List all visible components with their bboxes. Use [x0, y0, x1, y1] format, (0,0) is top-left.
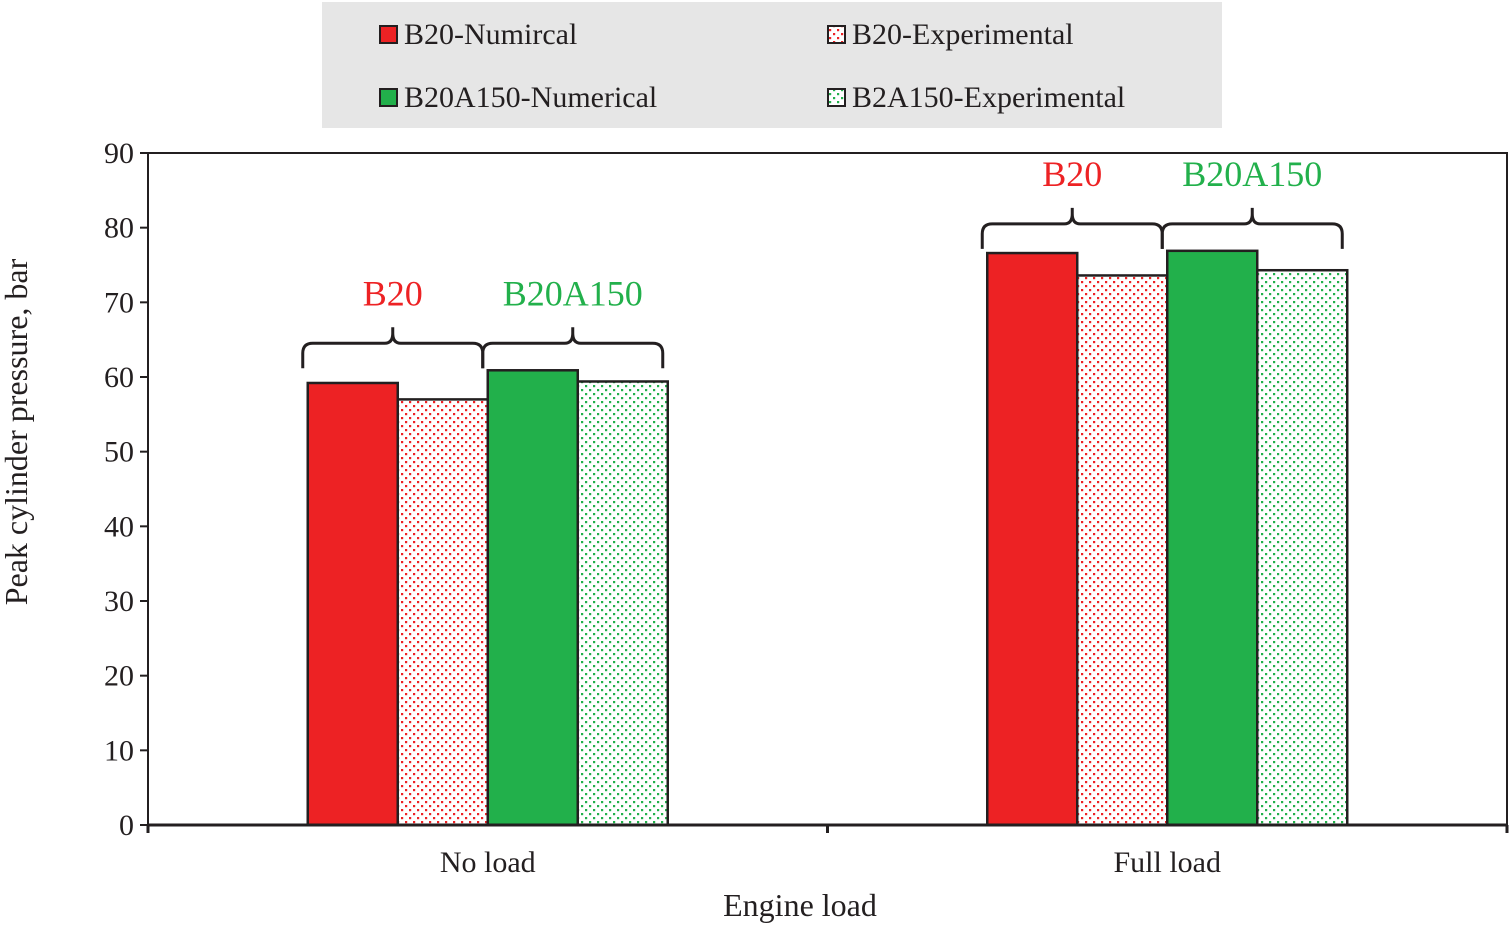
- legend: B20-Numircal B20-Experimental B20A150-Nu…: [322, 2, 1222, 128]
- bars-layer: [306, 249, 1349, 827]
- y-tick-label: 10: [104, 734, 134, 767]
- legend-label-b20a150-numerical: B20A150-Numerical: [404, 81, 657, 114]
- brace-b20-full-load: [980, 207, 1164, 249]
- brace-b20a150-no-load: [481, 327, 665, 369]
- y-tick-label: 0: [119, 809, 134, 842]
- bar-b20-numircal-no-load: [306, 381, 399, 827]
- y-tick-label: 20: [104, 660, 134, 693]
- annotation-b20a150-no-load: B20A150: [503, 273, 643, 313]
- bar-b20-experimental-no-load: [396, 398, 489, 827]
- y-tick-label: 90: [104, 137, 134, 170]
- legend-label-b20-experimental: B20-Experimental: [852, 18, 1074, 51]
- legend-label-b2a150-experimental: B2A150-Experimental: [852, 81, 1125, 114]
- bar-b2a150-experimental-no-load: [576, 380, 669, 827]
- y-tick-label: 70: [104, 286, 134, 319]
- bar-b20a150-numerical-no-load: [486, 369, 579, 827]
- legend-label-b20-numerical: B20-Numircal: [404, 18, 577, 51]
- y-tick-label: 40: [104, 510, 134, 543]
- x-axis-title: Engine load: [723, 887, 877, 923]
- bar-b20-numircal-full-load: [986, 251, 1079, 827]
- legend-background: [322, 2, 1222, 128]
- legend-swatch-b20-numerical: [379, 25, 398, 44]
- legend-swatch-b20-experimental: [827, 25, 846, 44]
- x-tick-label-no-load: No load: [440, 846, 536, 879]
- brace-b20-no-load: [301, 327, 485, 369]
- annotation-b20-no-load: B20: [363, 273, 423, 313]
- annotation-b20a150-full-load: B20A150: [1182, 154, 1322, 194]
- y-tick-label: 80: [104, 212, 134, 245]
- brace-b20a150-full-load: [1160, 207, 1344, 249]
- bar-b20a150-numerical-full-load: [1166, 249, 1259, 827]
- y-tick-label: 60: [104, 361, 134, 394]
- annotation-b20-full-load: B20: [1042, 154, 1102, 194]
- legend-swatch-b20a150-numerical: [379, 88, 398, 107]
- bar-b2a150-experimental-full-load: [1256, 268, 1349, 827]
- y-axis-title: Peak cylinder pressure, bar: [0, 258, 34, 605]
- legend-swatch-b2a150-experimental: [827, 88, 846, 107]
- y-tick-label: 30: [104, 585, 134, 618]
- y-tick-label: 50: [104, 436, 134, 469]
- annotations-layer: B20 B20A150 B20 B20A150: [301, 154, 1344, 369]
- bar-b20-experimental-full-load: [1076, 274, 1169, 827]
- axes-layer: 0 10 20 30 40 50 60 70 80 90 No load Full load: [104, 137, 1509, 879]
- x-tick-label-full-load: Full load: [1113, 846, 1221, 879]
